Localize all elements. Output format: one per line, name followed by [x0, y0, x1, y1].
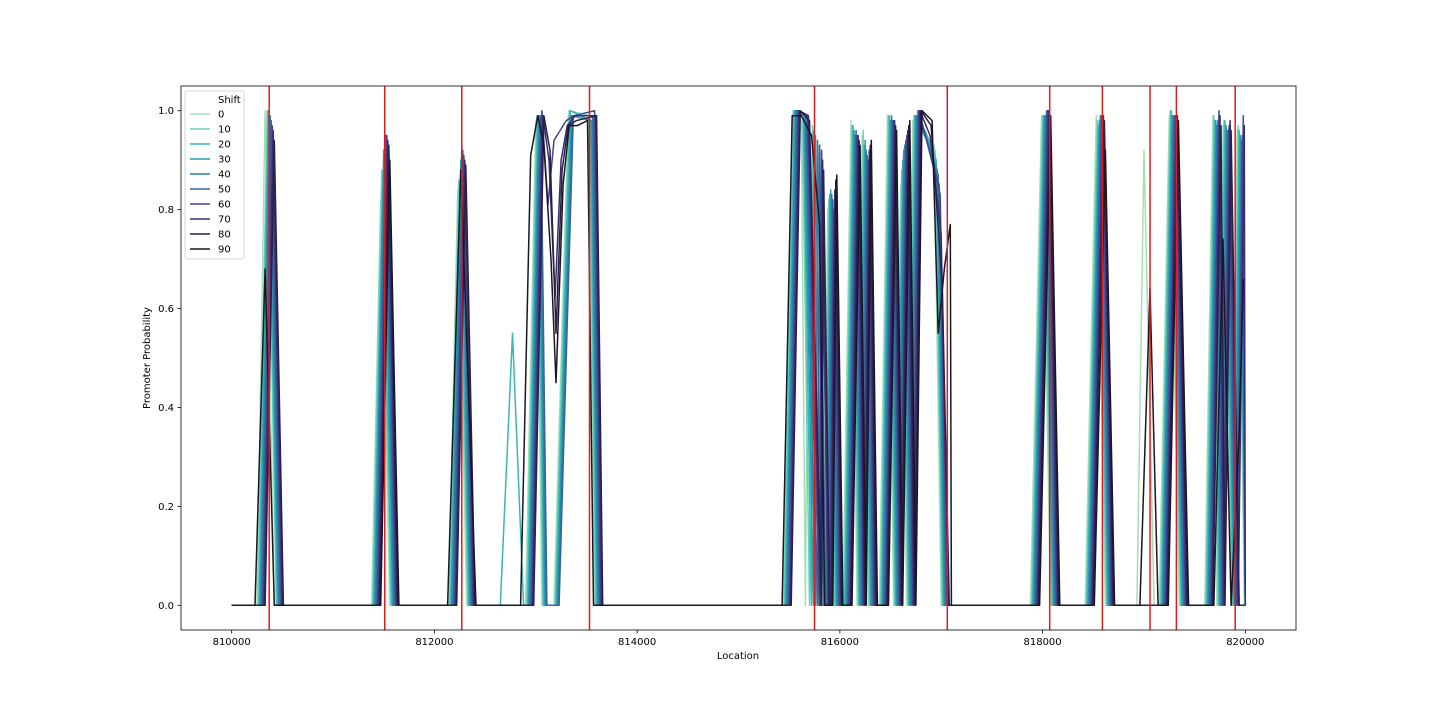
y-tick-label: 0.4 [158, 403, 174, 414]
x-axis-ticks: 810000 812000 814000 816000 818000 820000 [213, 630, 1264, 648]
legend-label: 80 [218, 230, 231, 241]
vertical-marker-lines [268, 86, 1236, 630]
legend-label: 40 [218, 170, 231, 181]
x-tick-label: 812000 [415, 637, 453, 648]
legend-label: 90 [218, 245, 231, 256]
y-tick-label: 1.0 [158, 106, 174, 117]
series-lines [231, 109, 1247, 607]
legend-label: 20 [218, 140, 231, 151]
x-tick-label: 816000 [821, 637, 859, 648]
plot-frame [180, 85, 1297, 631]
legend-label: 70 [218, 215, 231, 226]
y-tick-label: 0.2 [158, 502, 174, 513]
legend-label: 30 [218, 155, 231, 166]
x-tick-label: 810000 [213, 637, 251, 648]
x-axis-label: Location [717, 651, 759, 662]
legend-label: 10 [218, 125, 231, 136]
y-tick-label: 0.6 [158, 304, 174, 315]
legend-label: 0 [218, 110, 224, 121]
y-axis-label: Promoter Probability [142, 307, 153, 409]
legend: Shift 0 10 20 30 40 50 60 70 80 90 [184, 90, 245, 260]
y-tick-label: 0.8 [158, 205, 174, 216]
series-line-90 [231, 109, 1245, 607]
legend-title: Shift [218, 95, 241, 106]
legend-box [184, 90, 245, 260]
x-tick-label: 814000 [618, 637, 656, 648]
y-tick-label: 0.0 [158, 601, 174, 612]
x-tick-label: 818000 [1023, 637, 1061, 648]
legend-label: 60 [218, 200, 231, 211]
y-axis-ticks: 0.0 0.2 0.4 0.6 0.8 1.0 [158, 106, 181, 612]
x-tick-label: 820000 [1226, 637, 1264, 648]
legend-label: 50 [218, 185, 231, 196]
